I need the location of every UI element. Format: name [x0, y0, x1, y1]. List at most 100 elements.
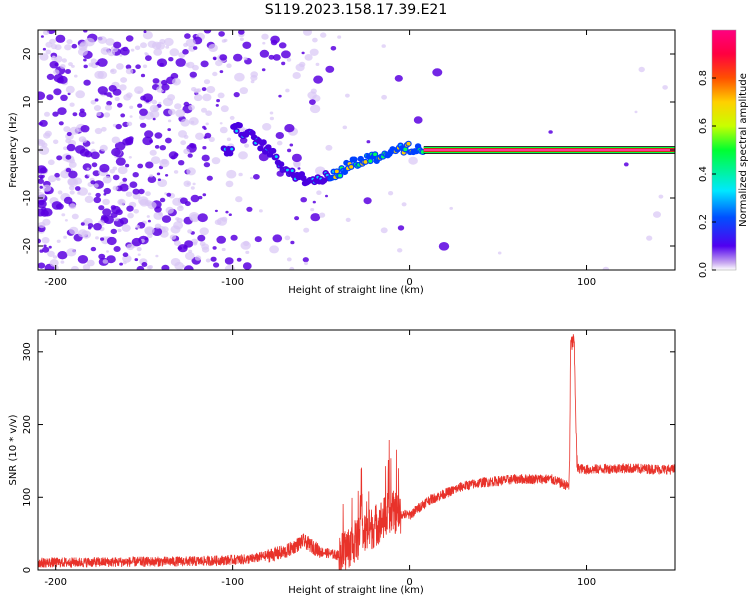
speckle — [93, 183, 99, 188]
speckle — [68, 158, 76, 164]
speckle — [47, 159, 55, 166]
speckle — [261, 68, 266, 72]
speckle — [170, 225, 181, 234]
speckle — [146, 215, 150, 218]
speckle — [316, 190, 322, 195]
speckle — [38, 189, 41, 192]
speckle — [87, 192, 92, 196]
speckle — [153, 48, 163, 56]
speckle — [54, 172, 60, 178]
snr-x-label: Height of straight line (km) — [288, 585, 424, 596]
speckle — [259, 49, 270, 58]
speckle — [53, 69, 60, 75]
speckle — [39, 249, 44, 253]
speckle — [110, 205, 117, 210]
speckle — [49, 259, 59, 267]
speckle — [86, 259, 95, 267]
carrier-band-3 — [423, 149, 675, 151]
heatmap-x-ticks: -200 -100 0 100 — [44, 30, 596, 288]
speckle — [38, 178, 44, 184]
speckle — [224, 264, 236, 270]
speckle — [68, 62, 73, 67]
speckle — [269, 116, 274, 121]
speckle — [243, 240, 250, 246]
speckle — [65, 167, 72, 173]
speckle — [116, 63, 124, 70]
speckle — [74, 74, 78, 78]
speckle — [224, 257, 234, 265]
speckle — [135, 224, 140, 229]
speckle — [69, 203, 77, 210]
snr-y-ticks: 0 100 200 300 — [22, 342, 675, 573]
speckle — [197, 213, 208, 223]
speckle — [43, 30, 50, 36]
speckle — [110, 212, 118, 219]
speckle — [71, 265, 79, 270]
speckle — [325, 144, 333, 151]
speckle — [168, 151, 178, 160]
speckle — [310, 213, 321, 222]
speckle — [147, 219, 151, 223]
speckle — [206, 86, 216, 94]
speckle — [144, 237, 149, 241]
speckle — [146, 265, 152, 270]
speckle — [211, 157, 221, 165]
speckle — [201, 107, 207, 113]
speckle — [289, 266, 295, 270]
speckle — [140, 42, 147, 49]
speckle — [94, 127, 103, 135]
speckle — [363, 197, 372, 205]
speckle — [65, 85, 75, 94]
speckle — [125, 163, 130, 168]
speckle — [438, 242, 450, 251]
speckle — [312, 200, 316, 204]
heatmap-y-tick-label: -20 — [22, 238, 33, 254]
speckle — [276, 140, 283, 146]
speckle — [42, 246, 50, 253]
speckle — [101, 126, 107, 132]
speckle — [302, 257, 309, 263]
speckle — [190, 120, 195, 124]
speckle — [292, 72, 301, 79]
speckle — [286, 58, 292, 62]
speckle — [144, 52, 148, 55]
snr-y-tick-label: 300 — [22, 342, 33, 361]
speckle — [201, 87, 207, 92]
speckle — [90, 180, 96, 185]
speckle — [408, 156, 418, 165]
speckle — [87, 223, 94, 228]
colorbar-frame — [711, 29, 737, 271]
speckle — [51, 43, 58, 50]
speckle — [303, 227, 310, 233]
speckle — [166, 192, 172, 197]
speckle — [147, 175, 157, 183]
speckle — [201, 243, 210, 250]
speckle — [137, 103, 143, 108]
speckle — [80, 125, 90, 133]
heatmap-y-tick-label: 0 — [22, 147, 33, 153]
speckle — [91, 141, 95, 144]
speckle — [203, 30, 212, 34]
speckle — [39, 53, 49, 61]
colorbar-tick-label: 0.4 — [698, 166, 709, 182]
speckle — [217, 92, 225, 99]
speckle — [117, 198, 126, 206]
speckle — [97, 86, 108, 95]
speckle — [175, 109, 186, 118]
speckle — [103, 187, 112, 195]
speckle — [192, 241, 198, 246]
speckle — [66, 248, 77, 257]
speckle — [295, 63, 305, 72]
speckle — [381, 44, 386, 48]
speckle — [152, 78, 160, 84]
speckle — [315, 62, 320, 66]
speckle — [39, 167, 48, 174]
speckle — [188, 104, 195, 111]
speckle — [180, 197, 188, 204]
speckle — [149, 149, 157, 156]
speckle — [109, 95, 113, 98]
speckle — [178, 160, 185, 166]
speckle — [183, 134, 189, 139]
speckle — [132, 172, 139, 178]
speckle — [144, 226, 155, 235]
